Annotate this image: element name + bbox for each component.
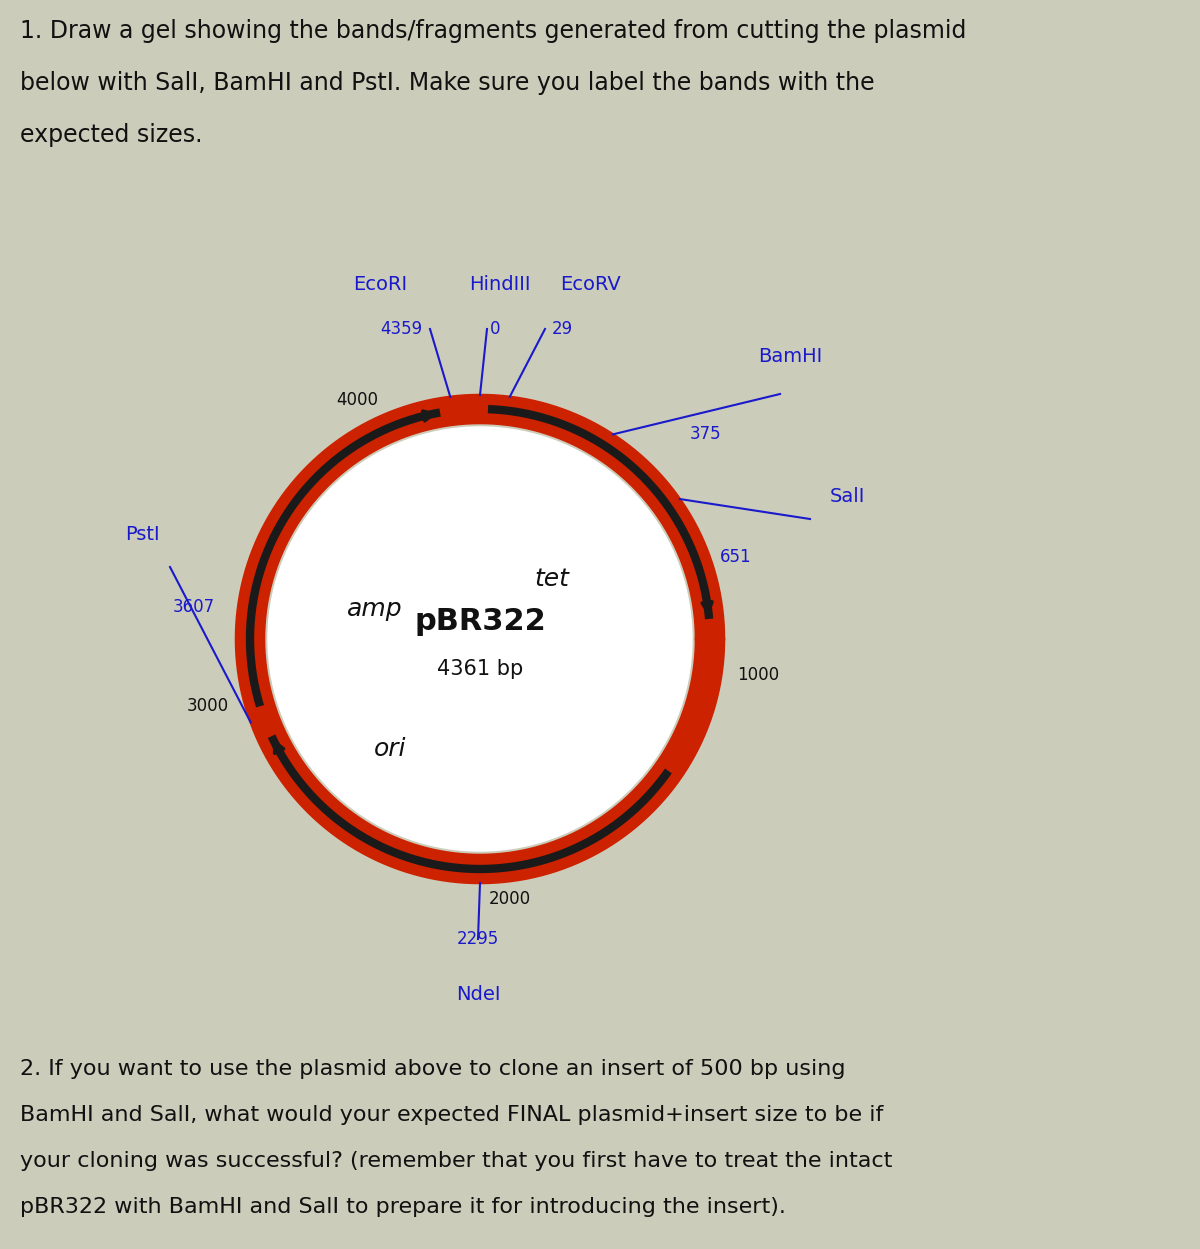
Text: EcoRV: EcoRV xyxy=(559,275,620,294)
Text: 4359: 4359 xyxy=(380,320,422,338)
Text: your cloning was successful? (remember that you first have to treat the intact: your cloning was successful? (remember t… xyxy=(20,1152,893,1172)
Text: 3000: 3000 xyxy=(187,697,229,716)
Text: 1000: 1000 xyxy=(738,666,780,684)
Text: expected sizes.: expected sizes. xyxy=(20,122,203,147)
Text: ori: ori xyxy=(373,737,407,761)
Text: 375: 375 xyxy=(690,425,721,443)
Circle shape xyxy=(268,427,692,851)
Text: amp: amp xyxy=(347,597,403,621)
Text: 2295: 2295 xyxy=(457,931,499,948)
Text: BamHI: BamHI xyxy=(758,347,822,366)
Text: HindIII: HindIII xyxy=(469,275,530,294)
Text: 29: 29 xyxy=(552,320,574,338)
Text: below with SalI, BamHI and PstI. Make sure you label the bands with the: below with SalI, BamHI and PstI. Make su… xyxy=(20,71,875,95)
Text: 651: 651 xyxy=(720,548,751,566)
Text: PstI: PstI xyxy=(125,525,160,543)
Text: pBR322 with BamHI and SalI to prepare it for introducing the insert).: pBR322 with BamHI and SalI to prepare it… xyxy=(20,1197,786,1217)
Text: 2. If you want to use the plasmid above to clone an insert of 500 bp using: 2. If you want to use the plasmid above … xyxy=(20,1059,846,1079)
Text: 2000: 2000 xyxy=(490,889,532,908)
Text: 4000: 4000 xyxy=(336,391,378,408)
Text: BamHI and SalI, what would your expected FINAL plasmid+insert size to be if: BamHI and SalI, what would your expected… xyxy=(20,1105,883,1125)
Text: 4361 bp: 4361 bp xyxy=(437,659,523,679)
Text: EcoRI: EcoRI xyxy=(353,275,407,294)
Text: tet: tet xyxy=(534,567,570,591)
Text: NdeI: NdeI xyxy=(456,984,500,1003)
Text: SalI: SalI xyxy=(830,487,865,507)
Text: pBR322: pBR322 xyxy=(414,607,546,636)
Text: 3607: 3607 xyxy=(173,598,215,616)
Text: 1. Draw a gel showing the bands/fragments generated from cutting the plasmid: 1. Draw a gel showing the bands/fragment… xyxy=(20,19,966,42)
Text: 0: 0 xyxy=(490,320,500,338)
